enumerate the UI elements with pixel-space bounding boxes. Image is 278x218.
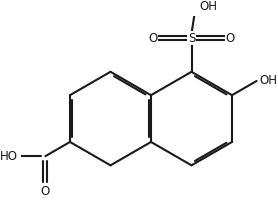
Text: O: O: [41, 185, 50, 198]
Text: OH: OH: [199, 0, 217, 13]
Text: O: O: [225, 32, 234, 45]
Text: HO: HO: [0, 150, 18, 163]
Text: S: S: [188, 32, 195, 45]
Text: OH: OH: [259, 74, 277, 87]
Text: O: O: [148, 32, 158, 45]
